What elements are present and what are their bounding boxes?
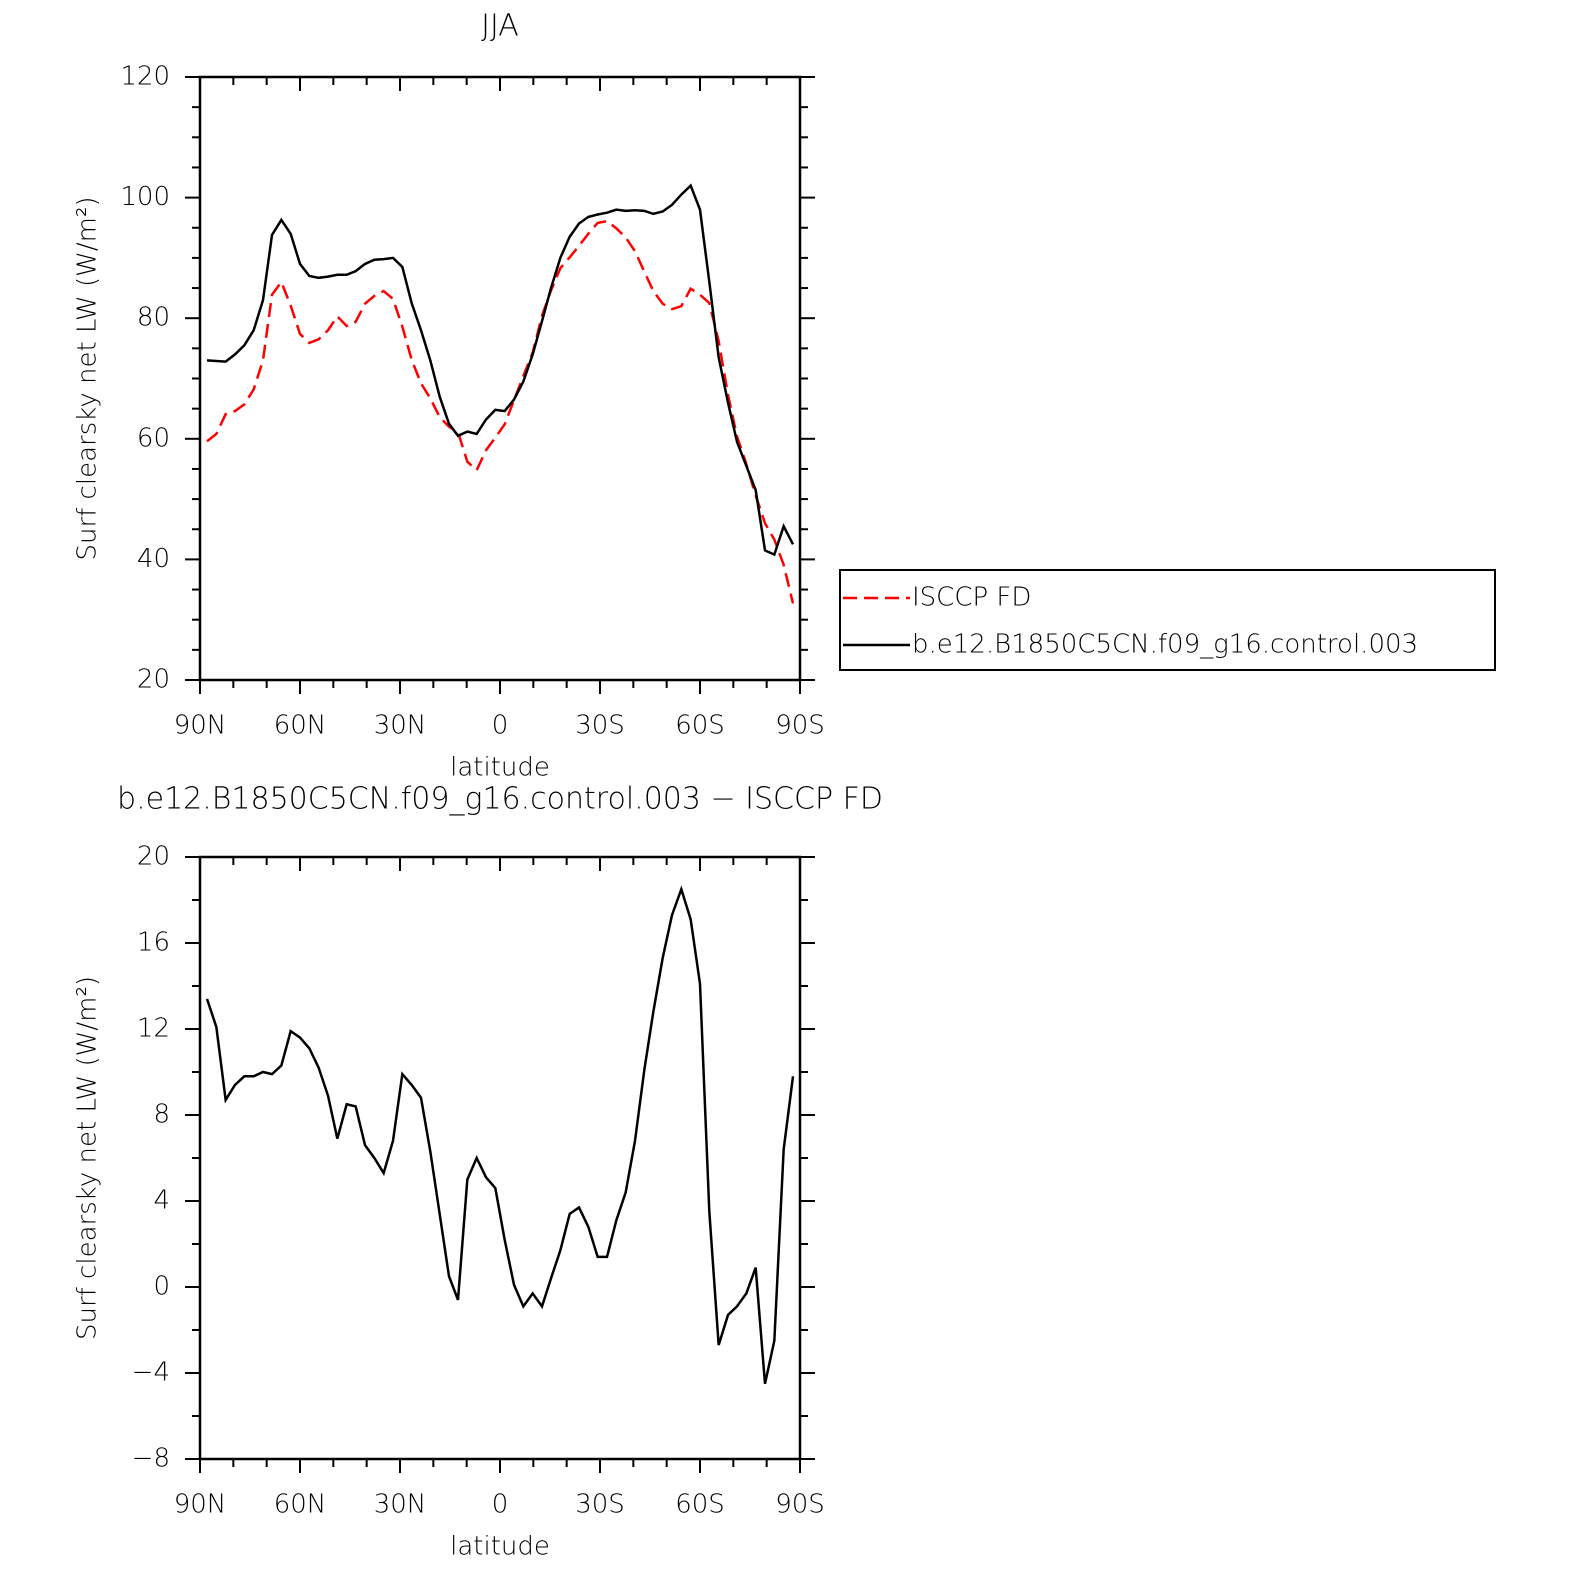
y-tick-label: −4 xyxy=(132,1358,170,1388)
y-tick-label: 20 xyxy=(137,842,170,872)
y-tick-label: 100 xyxy=(120,182,170,212)
x-tick-label: 30N xyxy=(374,1490,427,1520)
x-tick-label: 60S xyxy=(675,1490,725,1520)
y-tick-label: 0 xyxy=(153,1272,170,1302)
y-tick-label: 80 xyxy=(137,303,170,333)
y-tick-label: 16 xyxy=(137,928,170,958)
plot-frame xyxy=(198,75,802,682)
x-tick-label: 0 xyxy=(492,711,509,741)
y-tick-label: 4 xyxy=(153,1186,170,1216)
data-line xyxy=(206,219,795,604)
x-tick-label: 90S xyxy=(775,711,825,741)
x-tick-label: 60S xyxy=(675,711,725,741)
y-tick-label: 8 xyxy=(153,1100,170,1130)
legend-label: ISCCP FD xyxy=(912,583,1031,613)
legend-box xyxy=(839,569,1496,671)
y-axis-label: Surf clearsky net LW (W/m²) xyxy=(73,976,103,1340)
x-tick-label: 60N xyxy=(274,711,327,741)
x-tick-label: 90N xyxy=(174,711,227,741)
x-tick-label: 30S xyxy=(575,711,625,741)
x-axis-label: latitude xyxy=(450,753,550,783)
chart-title: b.e12.B1850C5CN.f09_g16.control.003 − IS… xyxy=(117,782,883,817)
data-line xyxy=(206,183,795,557)
y-tick-label: 12 xyxy=(137,1014,170,1044)
x-axis-label: latitude xyxy=(450,1532,550,1562)
y-tick-label: 120 xyxy=(120,62,170,92)
x-tick-label: 0 xyxy=(492,1490,509,1520)
x-tick-label: 90S xyxy=(775,1490,825,1520)
y-tick-label: 20 xyxy=(137,665,170,695)
plot-frame xyxy=(198,855,802,1461)
x-tick-label: 30N xyxy=(374,711,427,741)
data-line xyxy=(205,885,795,1385)
x-tick-label: 90N xyxy=(174,1490,227,1520)
chart-title: JJA xyxy=(481,9,519,44)
x-tick-label: 60N xyxy=(274,1490,327,1520)
legend-label: b.e12.B1850C5CN.f09_g16.control.003 xyxy=(912,630,1418,660)
y-tick-label: −8 xyxy=(132,1444,170,1474)
y-tick-label: 60 xyxy=(137,423,170,453)
y-tick-label: 40 xyxy=(137,544,170,574)
y-axis-label: Surf clearsky net LW (W/m²) xyxy=(73,196,103,560)
x-tick-label: 30S xyxy=(575,1490,625,1520)
